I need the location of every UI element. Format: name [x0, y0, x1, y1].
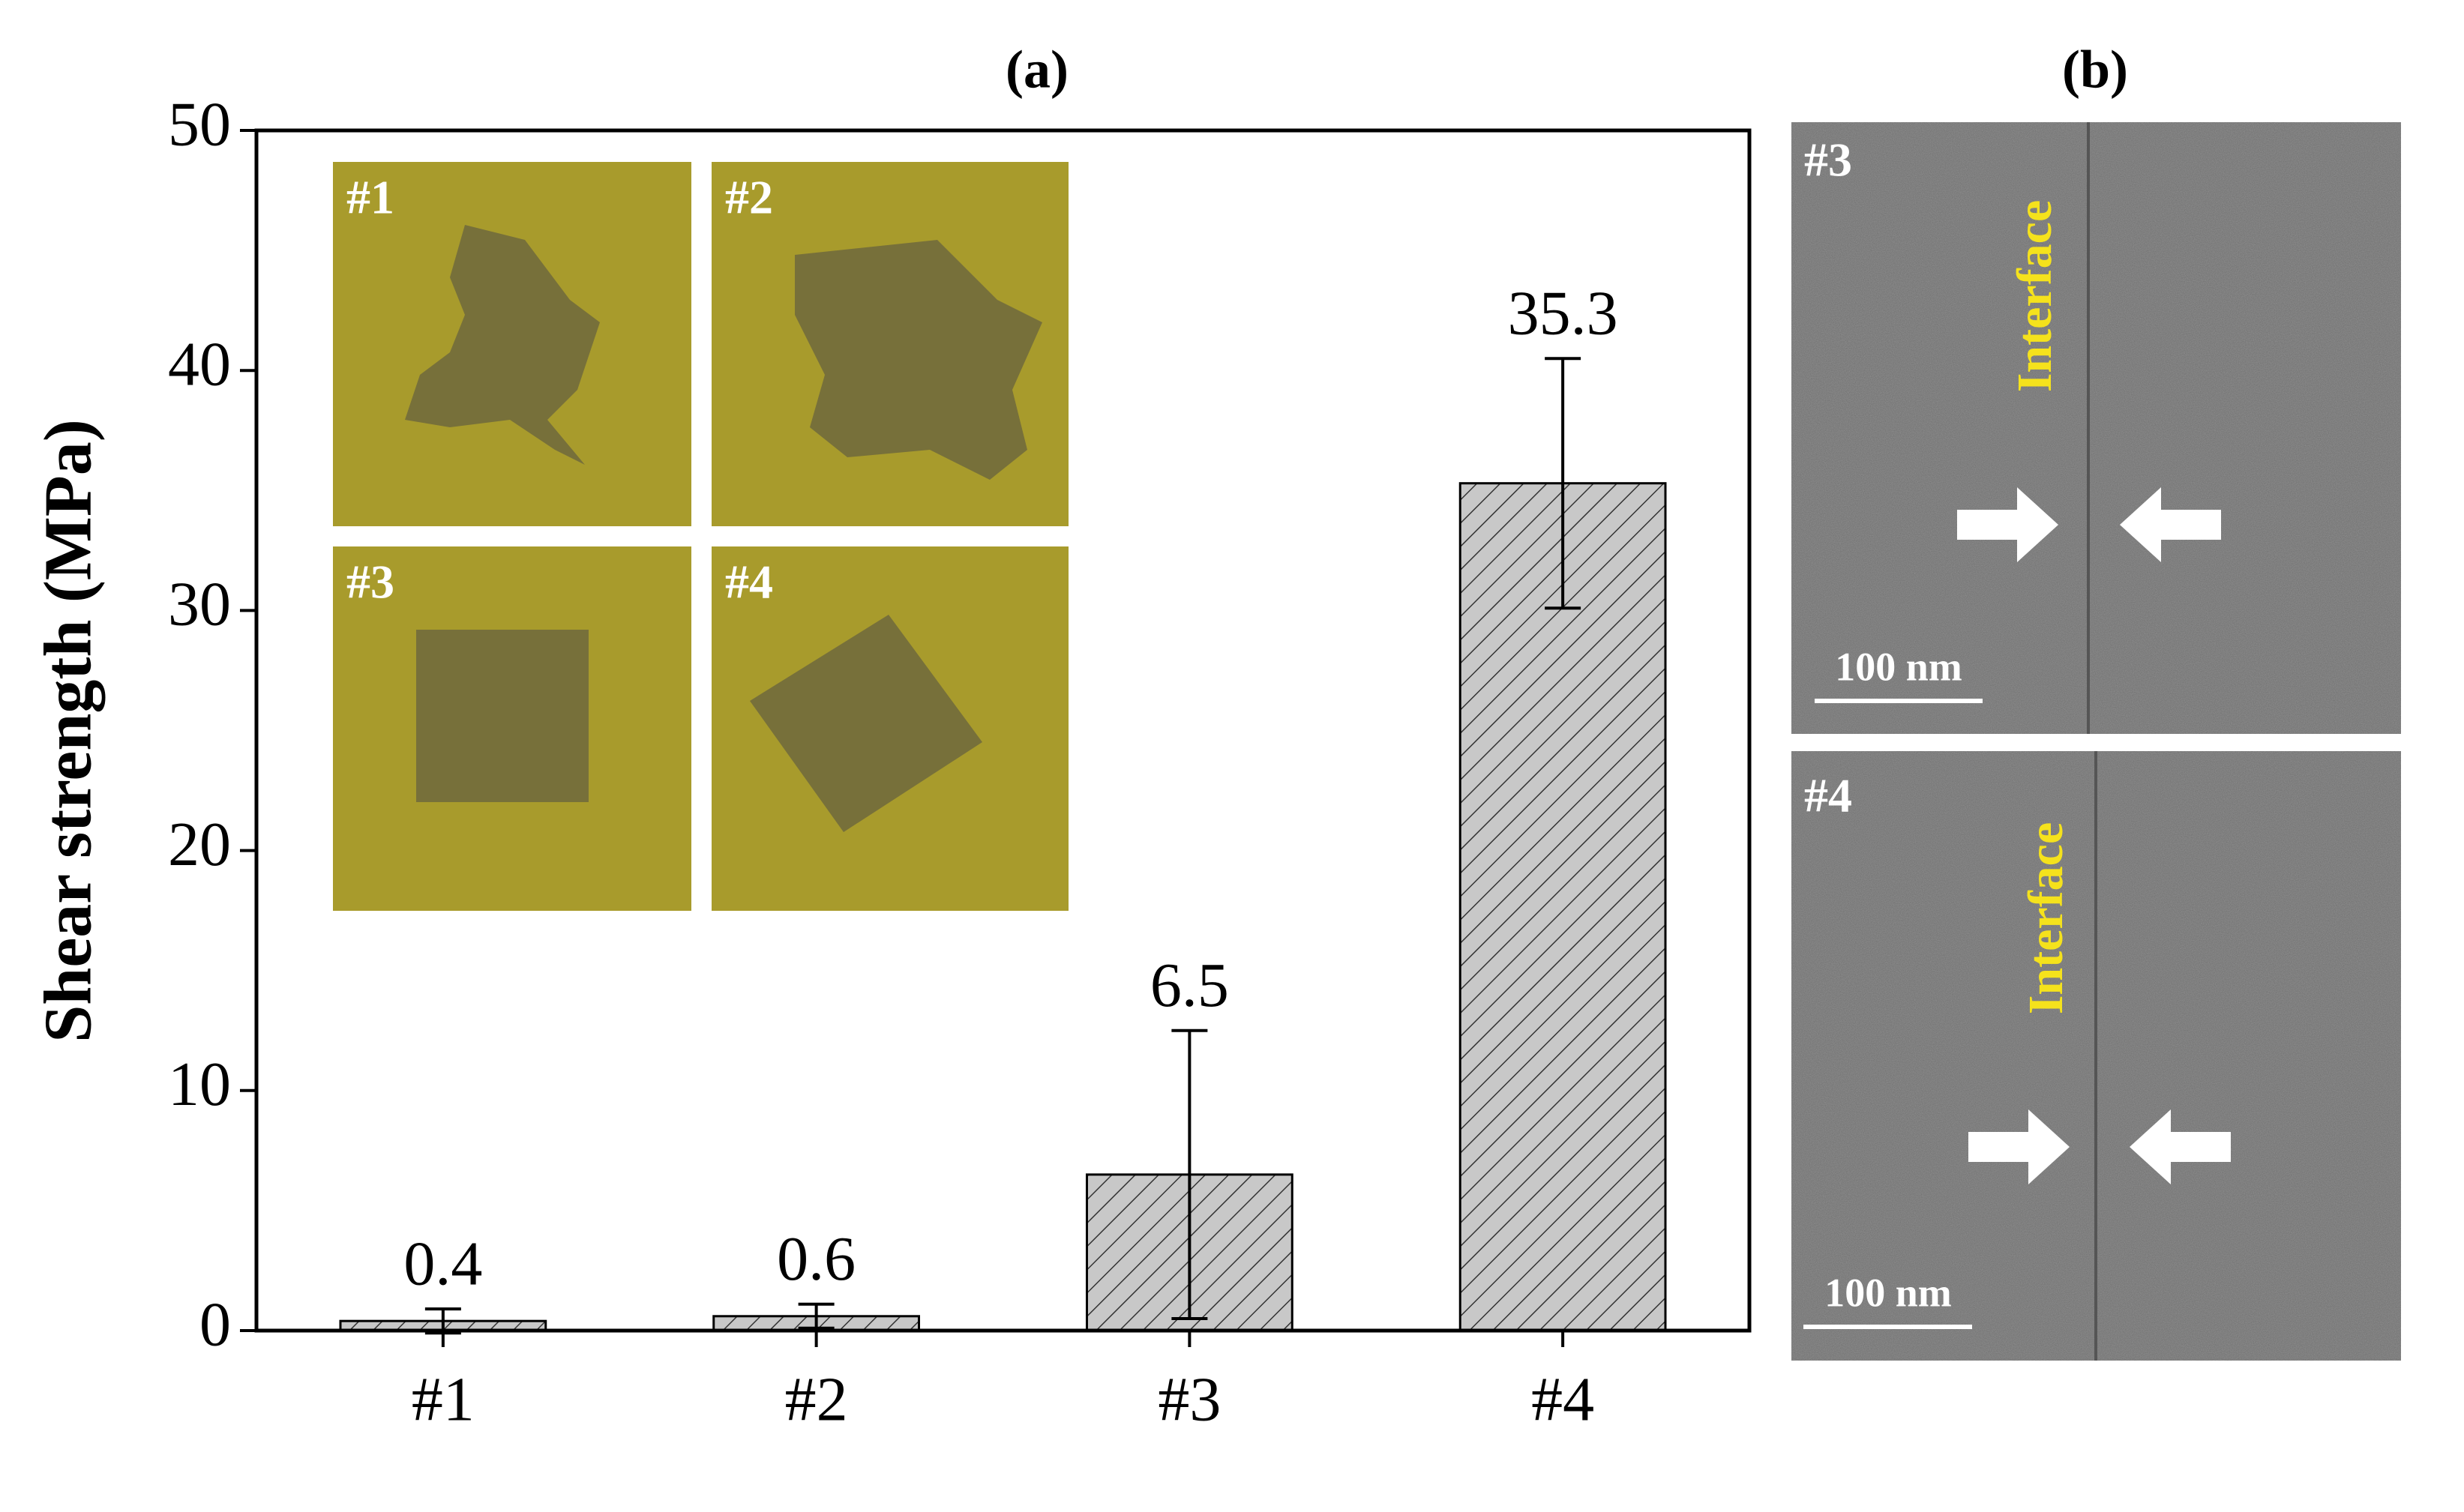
x-tick-label: #4 — [1531, 1364, 1594, 1434]
axes-frame — [254, 128, 1752, 1333]
data-label: 0.6 — [777, 1224, 856, 1294]
sample-shape — [405, 225, 600, 465]
plot: #1 #2 #3 #4 0 10 20 30 40 50 #1 0.4 #2 0.6 #3 6.5 #4 35.3 — [168, 89, 1752, 1434]
annotation: Interface — [2019, 822, 2073, 1015]
arrow — [2120, 487, 2221, 562]
x-tick-label: #1 — [412, 1364, 475, 1434]
x-tick-label: #3 — [1158, 1364, 1221, 1434]
data-label: 6.5 — [1150, 951, 1229, 1020]
image-label: #4 — [1804, 769, 1852, 822]
sample-shape — [750, 615, 982, 832]
data-label: 35.3 — [1508, 278, 1618, 348]
y-tick-label: 30 — [168, 570, 231, 639]
y-tick-label: 0 — [199, 1289, 231, 1359]
arrow — [1968, 1109, 2070, 1184]
panel-title: (a) — [1006, 40, 1069, 100]
sample-shape — [795, 240, 1042, 480]
y-tick-label: 10 — [168, 1049, 231, 1119]
arrow — [1957, 487, 2058, 562]
y-tick-label: 50 — [168, 89, 231, 159]
inset-photos — [333, 162, 1069, 911]
y-tick-label: 20 — [168, 810, 231, 879]
image-label: #3 — [1804, 133, 1852, 187]
annotation: Interface — [2007, 200, 2062, 393]
sample-shape — [416, 630, 589, 802]
bar-hatch — [1458, 482, 1667, 1332]
scale-bar-label: 100 nm — [1835, 644, 1962, 689]
tem-noise — [1791, 122, 2401, 734]
inset-label: #4 — [725, 555, 773, 609]
x-tick-label: #2 — [785, 1364, 848, 1434]
panel-title: (b) — [2062, 40, 2128, 100]
tem-images: #3 Interface 100 nm #4 Interface 100 nm — [1791, 122, 2401, 1361]
inset-label: #3 — [346, 555, 394, 609]
arrow — [2130, 1109, 2231, 1184]
y-tick-label: 40 — [168, 329, 231, 399]
inset-label: #2 — [725, 171, 773, 224]
data-label: 0.4 — [403, 1229, 482, 1298]
y-axis-label: Shear strength (MPa) — [31, 419, 106, 1043]
scale-bar-label: 100 nm — [1824, 1270, 1952, 1315]
inset-label: #1 — [346, 171, 394, 224]
